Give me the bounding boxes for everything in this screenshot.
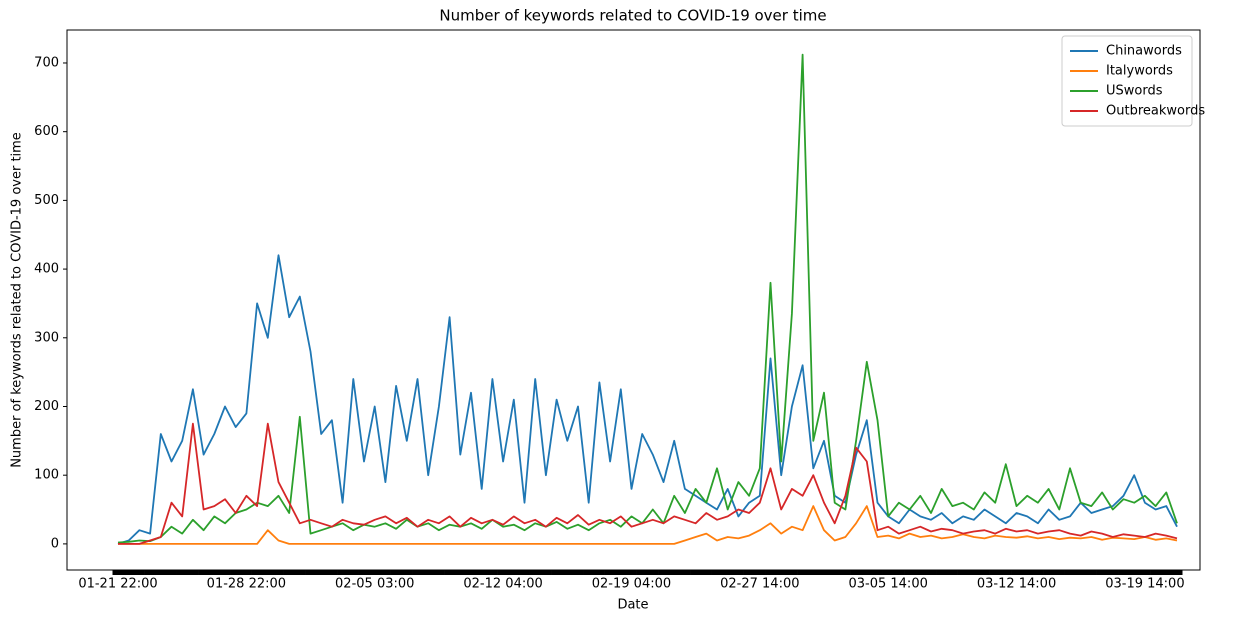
y-tick-label: 100	[34, 468, 59, 483]
x-tick-label: 03-19 14:00	[1105, 577, 1184, 592]
x-tick-label: 02-12 04:00	[463, 577, 542, 592]
legend-box	[1061, 35, 1193, 127]
x-axis-label: Date	[617, 598, 648, 613]
y-tick-label: 200	[34, 399, 59, 414]
y-tick-label: 600	[34, 124, 59, 139]
data-line	[117, 53, 1178, 544]
legend-label: Italywords	[1106, 64, 1173, 79]
legend-label: Chinawords	[1106, 44, 1182, 59]
x-tick-label: 01-21 22:00	[78, 577, 157, 592]
x-tick-label: 02-27 14:00	[720, 577, 799, 592]
y-tick-label: 700	[34, 55, 59, 70]
y-axis-label: Number of keywords related to COVID-19 o…	[10, 132, 25, 468]
x-tick-label: 02-05 03:00	[335, 577, 414, 592]
y-tick-label: 300	[34, 330, 59, 345]
data-line	[118, 505, 1178, 545]
x-tick-label: 03-05 14:00	[848, 577, 927, 592]
x-tick-label: 01-28 22:00	[207, 577, 286, 592]
chart-title: Number of keywords related to COVID-19 o…	[439, 7, 826, 25]
y-tick-label: 500	[34, 193, 59, 208]
plot-frame	[66, 29, 1201, 571]
data-line	[118, 422, 1178, 545]
x-tick-label: 02-19 04:00	[592, 577, 671, 592]
y-tick-label: 0	[51, 536, 59, 551]
legend-label: Outbreakwords	[1106, 104, 1205, 119]
x-tick-label: 03-12 14:00	[977, 577, 1056, 592]
data-line	[117, 254, 1178, 545]
legend-label: USwords	[1106, 84, 1163, 99]
y-tick-label: 400	[34, 262, 59, 277]
